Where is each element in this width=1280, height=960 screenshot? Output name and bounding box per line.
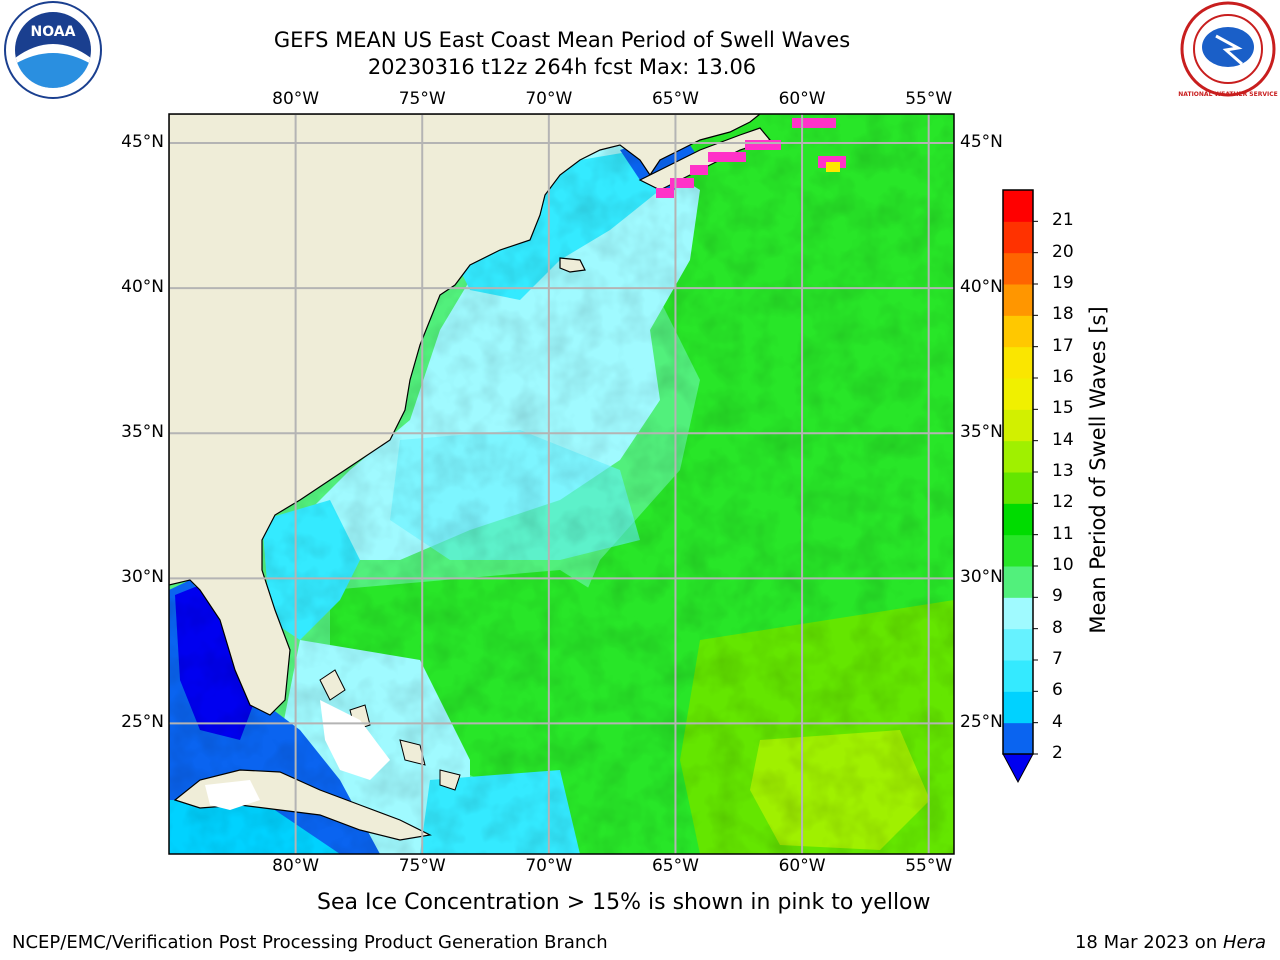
colorbar-segment [1003,503,1033,536]
lat-tick-label: 45°N [121,132,164,153]
lat-tick-label: 25°N [121,712,164,733]
colorbar-tick-label: 13 [1052,461,1074,481]
colorbar-segment [1003,409,1033,442]
lat-tick-label: 45°N [960,132,1003,153]
land-bahamas-4 [439,769,461,791]
footer-date-text: 18 Mar 2023 on [1074,932,1223,953]
colorbar-tick-label: 9 [1052,586,1063,607]
colorbar-tick-label: 18 [1052,304,1074,325]
lon-tick-label: 65°W [651,89,699,109]
lat-tick-label: 30°N [121,567,164,588]
colorbar-segment [1003,221,1033,254]
colorbar-tick-label: 12 [1052,492,1074,513]
lon-tick-label: 60°W [778,89,826,109]
noaa-logo: NOAA [4,1,102,99]
colorbar-under-arrow [1002,753,1034,784]
footer-producer: NCEP/EMC/Verification Post Processing Pr… [12,932,608,953]
lon-tick-label: 80°W [272,856,320,876]
colorbar-segment [1003,660,1033,692]
nws-logo: NATIONAL WEATHER SERVICE [1178,1,1278,98]
lat-tick-label: 40°N [960,277,1003,298]
colorbar-segment [1003,597,1033,630]
map-title: GEFS MEAN US East Coast Mean Period of S… [273,28,851,52]
lon-tick-label: 65°W [651,856,699,876]
lon-tick-label: 70°W [525,89,573,109]
colorbar-tick-label: 17 [1052,335,1074,356]
colorbar-tick-label: 2 [1052,743,1063,763]
sea-ice-caption: Sea Ice Concentration > 15% is shown in … [317,890,931,915]
white-area-bahamas-2 [205,780,260,810]
sea-ice-cell [690,165,708,175]
map-frame [168,113,955,855]
footer-host: Hera [1222,932,1266,953]
colorbar-segment [1003,691,1033,724]
lat-tick-label: 35°N [121,422,164,443]
colorbar-segment [1003,628,1033,661]
colorbar [1002,189,1038,784]
lon-tick-label: 75°W [398,89,446,109]
lon-tick-label: 80°W [272,89,320,109]
lon-tick-label: 55°W [905,89,953,109]
sea-ice-cell [745,140,781,150]
colorbar-tick-label: 6 [1052,680,1063,701]
colorbar-tick-label: 15 [1052,398,1074,419]
colorbar-tick-label: 10 [1052,555,1074,575]
colorbar-segment [1003,346,1033,379]
colorbar-label: Mean Period of Swell Waves [s] [1086,306,1110,634]
land-cape-cod [559,257,586,273]
sea-ice-cell [656,188,674,198]
nws-logo-text: NATIONAL WEATHER SERVICE [1178,91,1277,98]
colorbar-segment [1003,378,1033,410]
sea-ice-cell [792,118,836,128]
colorbar-tick-label: 4 [1052,711,1063,732]
sea-ice-cell [670,178,694,188]
forecast-subtitle: 20230316 t12z 264h fcst Max: 13.06 [367,55,757,79]
colorbar-tick-label: 11 [1052,523,1074,544]
colorbar-segment [1003,566,1033,598]
colorbar-segment [1003,284,1033,316]
colorbar-segment [1003,315,1033,348]
footer-date: 18 Mar 2023 on Hera [1075,932,1266,953]
colorbar-tick-label: 19 [1052,273,1074,293]
lon-tick-label: 70°W [525,856,573,876]
colorbar-tick-label: 20 [1052,241,1074,262]
lat-tick-label: 35°N [960,422,1003,443]
colorbar-segment [1003,252,1033,285]
colorbar-segment [1003,440,1033,473]
graticule [169,114,954,854]
colorbar-segment [1003,472,1033,504]
white-area-bahamas-1 [320,700,390,780]
colorbar-tick-label: 7 [1052,649,1063,669]
lat-tick-label: 30°N [960,567,1003,588]
land-bahamas-3 [399,739,426,766]
land-bahamas-1 [319,669,346,701]
colorbar-segment [1003,534,1033,567]
noaa-logo-text: NOAA [31,24,76,40]
colorbar-tick-label: 21 [1052,210,1074,231]
lon-tick-label: 60°W [778,856,826,876]
lon-tick-label: 75°W [398,856,446,876]
lat-tick-label: 25°N [960,712,1003,733]
sea-ice-overlay [656,118,846,198]
colorbar-tick-label: 16 [1052,367,1074,387]
sea-ice-cell [826,162,840,172]
colorbar-segment [1003,722,1033,755]
colorbar-tick-label: 8 [1052,617,1063,638]
colorbar-segment [1003,190,1033,222]
lat-tick-label: 40°N [121,277,164,298]
lon-tick-label: 55°W [905,856,953,876]
sea-ice-cell [708,152,746,162]
land-north-america [169,114,761,716]
colorbar-tick-label: 14 [1052,429,1074,450]
